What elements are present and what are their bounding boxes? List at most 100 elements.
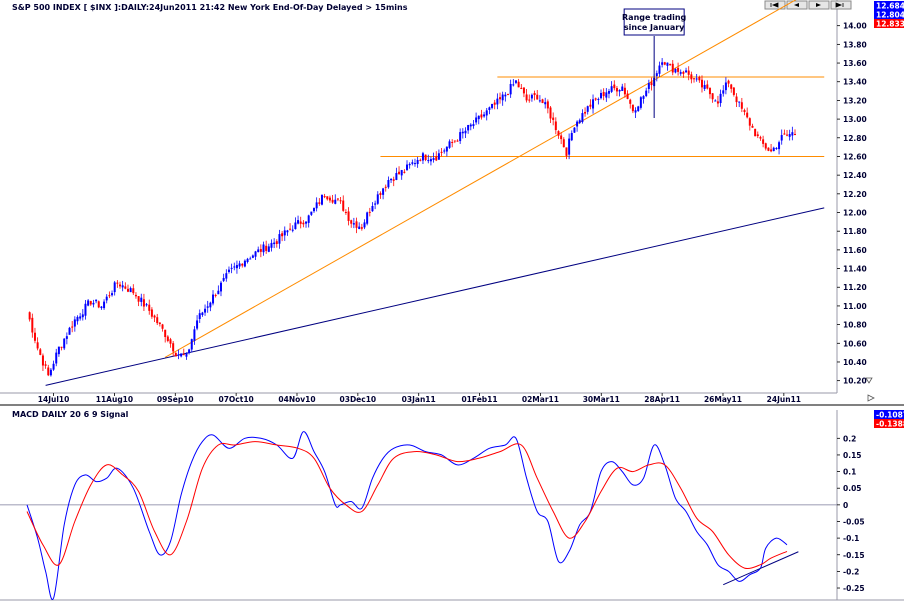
- price-candle: [456, 139, 459, 142]
- price-candle: [429, 156, 432, 166]
- candle-body: [674, 68, 677, 73]
- scroll-end-button[interactable]: [830, 0, 852, 10]
- candle-body: [437, 153, 440, 160]
- price-candle: [148, 299, 151, 315]
- candle-body: [387, 180, 390, 188]
- candle-body: [89, 301, 92, 305]
- price-candle: [573, 127, 576, 133]
- candle-body: [142, 299, 145, 307]
- price-candle: [71, 320, 74, 333]
- candle-body: [158, 322, 161, 324]
- price-candle: [132, 284, 135, 295]
- date-tick-label: 01Feb11: [461, 395, 497, 404]
- annotation-text: Range trading: [622, 13, 687, 22]
- price-candle: [541, 98, 544, 104]
- candle-body: [677, 67, 680, 72]
- price-candle: [751, 123, 754, 128]
- candle-body: [190, 339, 193, 350]
- candle-body: [119, 284, 122, 287]
- candle-body: [693, 78, 696, 80]
- price-candle: [219, 280, 222, 297]
- candle-body: [770, 149, 773, 152]
- price-candle: [491, 103, 494, 110]
- price-candle: [339, 197, 342, 204]
- scroll-marker-icon[interactable]: [867, 394, 875, 402]
- candle-body: [562, 139, 565, 148]
- candle-body: [549, 107, 552, 119]
- candle-body: [92, 302, 95, 305]
- candle-body: [201, 312, 204, 316]
- price-candle: [530, 93, 533, 102]
- candle-body: [121, 285, 124, 288]
- price-candle: [631, 104, 634, 114]
- scroll-right-button[interactable]: [808, 0, 830, 10]
- price-candle: [206, 300, 209, 313]
- price-candle: [618, 89, 621, 97]
- price-candle: [485, 108, 488, 121]
- price-candle: [780, 129, 783, 145]
- price-candle: [743, 108, 746, 116]
- price-candle: [501, 91, 504, 106]
- scroll-start-button[interactable]: [764, 0, 786, 10]
- candle-body: [111, 293, 114, 296]
- candle-body: [722, 90, 725, 94]
- candle-body: [60, 346, 63, 348]
- price-candle: [783, 129, 786, 135]
- price-candle: [390, 178, 393, 183]
- date-tick-label: 14Jul10: [38, 395, 70, 404]
- price-candle: [331, 194, 334, 204]
- price-candle: [97, 300, 100, 309]
- candle-body: [273, 242, 276, 245]
- candle-body: [241, 263, 244, 266]
- candle-body: [347, 211, 350, 221]
- price-candle: [270, 239, 273, 252]
- candle-body: [352, 223, 355, 225]
- candle-body: [227, 269, 230, 273]
- candle-body: [480, 114, 483, 118]
- price-candle: [227, 266, 230, 274]
- price-plot: 14.00 13.80 13.60 13.40 13.20 13.00 12.80 12.60…: [28, 0, 904, 404]
- candle-body: [267, 246, 270, 252]
- candle-body: [204, 308, 207, 313]
- arrow-right-icon: [816, 3, 821, 7]
- candle-body: [129, 288, 132, 293]
- candle-body: [429, 159, 432, 162]
- price-candle: [637, 105, 640, 112]
- scale-marker-icon[interactable]: [865, 377, 873, 384]
- candle-body: [283, 230, 286, 236]
- candle-body: [134, 294, 137, 297]
- price-candle: [472, 119, 475, 129]
- candle-body: [366, 212, 369, 224]
- scroll-left-button[interactable]: [786, 0, 808, 10]
- price-tick-label: 11.80: [843, 227, 867, 236]
- price-candle: [538, 95, 541, 103]
- candle-body: [262, 244, 265, 253]
- price-candle: [222, 273, 225, 283]
- candle-body: [618, 90, 621, 92]
- candle-body: [568, 138, 571, 155]
- candle-body: [780, 135, 783, 141]
- price-candle: [60, 346, 63, 351]
- candle-body: [491, 103, 494, 108]
- candle-body: [68, 327, 71, 335]
- price-candle: [294, 217, 297, 230]
- candle-body: [390, 178, 393, 181]
- price-candle: [126, 284, 129, 293]
- candle-body: [724, 82, 727, 91]
- candle-body: [116, 282, 119, 284]
- candle-body: [703, 84, 706, 89]
- price-candle: [57, 346, 60, 357]
- price-candle: [661, 58, 664, 68]
- candle-body: [249, 258, 252, 260]
- price-tick-label: 12.80: [843, 134, 867, 143]
- candle-body: [467, 125, 470, 131]
- price-candle: [342, 195, 345, 212]
- candle-body: [754, 128, 757, 137]
- price-candle: [589, 99, 592, 110]
- macd-tick-label: -0.25: [843, 584, 865, 593]
- candle-body: [576, 121, 579, 127]
- candle-body: [522, 87, 525, 94]
- price-candle: [323, 193, 326, 199]
- price-candle: [387, 176, 390, 189]
- price-candle: [562, 137, 565, 148]
